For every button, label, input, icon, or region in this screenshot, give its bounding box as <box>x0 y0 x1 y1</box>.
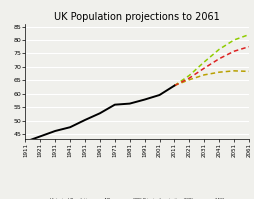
Historical Population <box>84 119 87 121</box>
Line: Historical Population: Historical Population <box>25 86 174 142</box>
150k p.a. <box>218 58 221 60</box>
Historical Population <box>158 94 161 96</box>
Historical Population <box>39 135 42 138</box>
Historical Population <box>24 140 27 143</box>
150k p.a. <box>232 50 235 53</box>
150k p.a. <box>247 46 250 48</box>
Legend: Historical Population, 40k p.a., ONS Principal projection 200k p.a., 150k p.a.: Historical Population, 40k p.a., ONS Pri… <box>38 197 236 199</box>
40k p.a. <box>218 71 221 73</box>
Line: ONS Principal projection 200k p.a.: ONS Principal projection 200k p.a. <box>174 35 249 86</box>
Title: UK Population projections to 2061: UK Population projections to 2061 <box>54 12 220 22</box>
Line: 40k p.a.: 40k p.a. <box>174 71 249 86</box>
Historical Population <box>113 103 116 106</box>
40k p.a. <box>203 74 206 76</box>
150k p.a. <box>173 84 176 87</box>
Historical Population <box>98 112 101 114</box>
40k p.a. <box>188 79 191 81</box>
Line: 150k p.a.: 150k p.a. <box>174 47 249 86</box>
ONS Principal projection 200k p.a. <box>188 74 191 77</box>
Historical Population <box>143 98 146 101</box>
ONS Principal projection 200k p.a. <box>203 61 206 63</box>
40k p.a. <box>247 70 250 73</box>
Historical Population <box>173 84 176 87</box>
40k p.a. <box>173 84 176 87</box>
Historical Population <box>69 126 72 128</box>
Historical Population <box>54 130 57 132</box>
ONS Principal projection 200k p.a. <box>232 39 235 41</box>
ONS Principal projection 200k p.a. <box>218 48 221 51</box>
40k p.a. <box>232 70 235 72</box>
150k p.a. <box>203 67 206 69</box>
150k p.a. <box>188 77 191 79</box>
ONS Principal projection 200k p.a. <box>173 84 176 87</box>
ONS Principal projection 200k p.a. <box>247 33 250 36</box>
Historical Population <box>128 102 131 105</box>
